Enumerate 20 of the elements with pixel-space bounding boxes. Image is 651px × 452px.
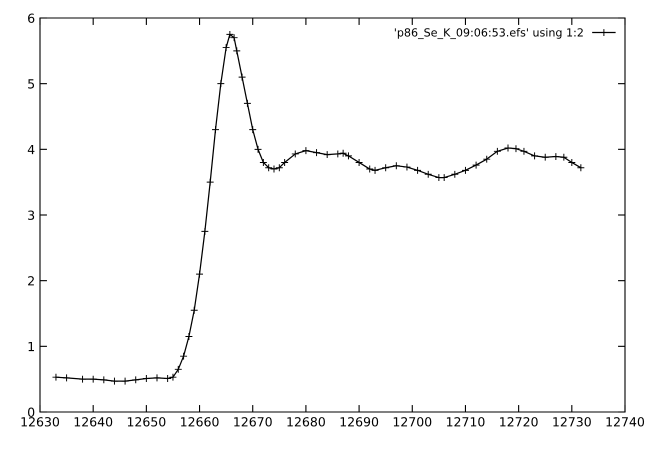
y-tick-label: 5 <box>28 79 34 89</box>
x-tick-label: 12640 <box>74 417 112 427</box>
x-tick-label: 12690 <box>340 417 378 427</box>
x-tick-label: 12680 <box>287 417 325 427</box>
y-tick-label: 3 <box>28 210 34 220</box>
x-tick-label: 12660 <box>181 417 219 427</box>
y-tick-label: 4 <box>28 144 34 154</box>
x-tick-label: 12730 <box>553 417 591 427</box>
legend-label: 'p86_Se_K_09:06:53.efs' using 1:2 <box>394 28 583 40</box>
y-tick-label: 1 <box>28 342 34 352</box>
x-tick-label: 12630 <box>21 417 60 427</box>
y-tick-label: 2 <box>28 276 34 286</box>
x-tick-label: 12700 <box>394 417 432 427</box>
x-tick-label: 12650 <box>128 417 166 427</box>
x-tick-label: 12710 <box>446 417 485 427</box>
x-tick-label: 12740 <box>606 417 644 427</box>
y-tick-label: 6 <box>28 13 34 23</box>
x-tick-label: 12670 <box>234 417 272 427</box>
y-tick-label: 0 <box>28 407 34 417</box>
x-tick-label: 12720 <box>500 417 538 427</box>
